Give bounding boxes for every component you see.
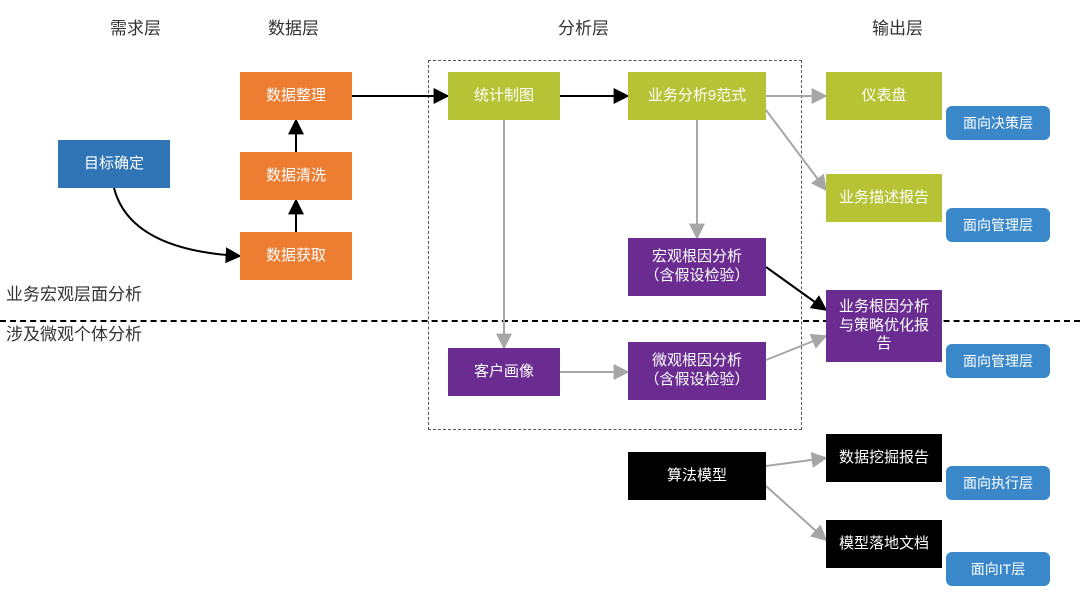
node-dashboard: 仪表盘 [826,72,942,120]
node-stat-chart: 统计制图 [448,72,560,120]
tag-exec: 面向执行层 [946,466,1050,500]
tag-mgmt2: 面向管理层 [946,344,1050,378]
node-data-sort: 数据整理 [240,72,352,120]
node-data-get: 数据获取 [240,232,352,280]
edge-e-algo-mining [766,458,826,466]
tag-mgmt1: 面向管理层 [946,208,1050,242]
node-micro-root: 微观根因分析 （含假设检验） [628,342,766,400]
diagram-canvas: 需求层 数据层 分析层 输出层 业务宏观层面分析 涉及微观个体分析 目标确定 数… [0,0,1080,609]
node-macro-root: 宏观根因分析 （含假设检验） [628,238,766,296]
edge-e-algo-modeldoc [766,486,826,540]
node-root-report: 业务根因分析 与策略优化报 告 [826,290,942,362]
tag-decision: 面向决策层 [946,106,1050,140]
node-mining: 数据挖掘报告 [826,434,942,482]
node-biz-report: 业务描述报告 [826,174,942,222]
row-label-macro: 业务宏观层面分析 [6,280,142,305]
node-persona: 客户画像 [448,348,560,396]
node-goal: 目标确定 [58,140,170,188]
layer-header-analysis: 分析层 [558,14,609,39]
row-label-micro: 涉及微观个体分析 [6,320,142,345]
node-algo: 算法模型 [628,452,766,500]
edge-e-goal-get [114,188,240,256]
node-biz9: 业务分析9范式 [628,72,766,120]
layer-header-output: 输出层 [872,14,923,39]
node-data-clean: 数据清洗 [240,152,352,200]
layer-header-demand: 需求层 [110,14,161,39]
layer-header-data: 数据层 [268,14,319,39]
tag-it: 面向IT层 [946,552,1050,586]
node-model-doc: 模型落地文档 [826,520,942,568]
